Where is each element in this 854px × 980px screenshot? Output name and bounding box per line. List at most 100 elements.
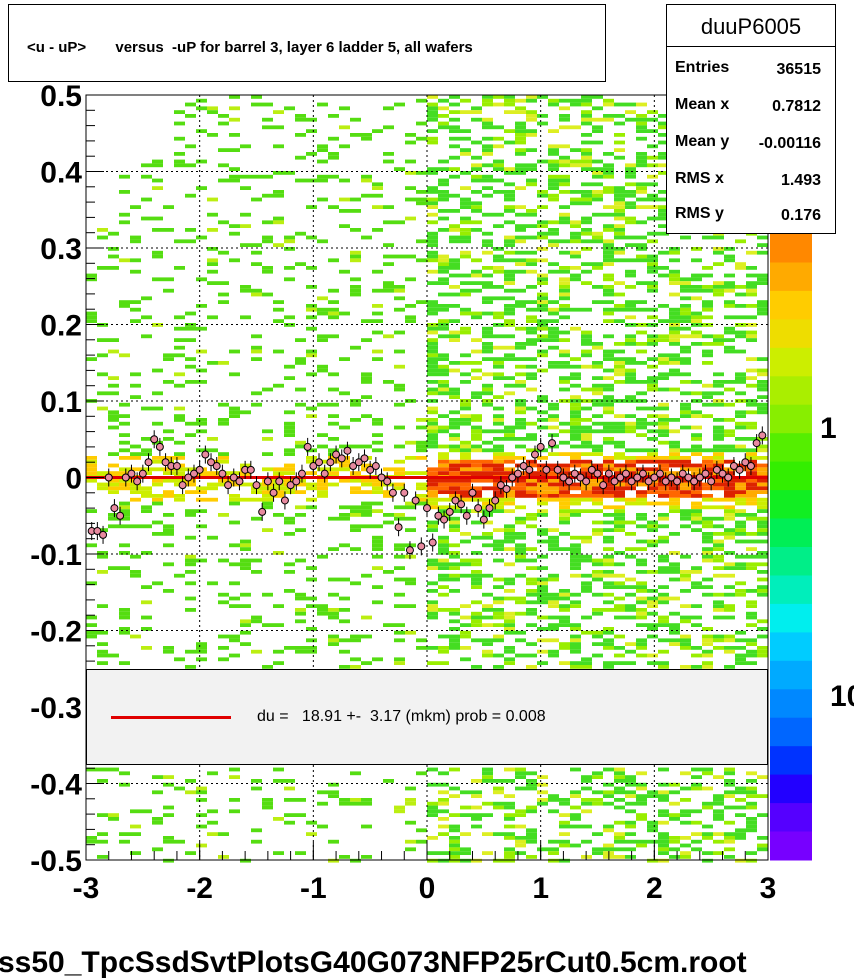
heatmap-cell xyxy=(372,228,383,232)
heatmap-cell xyxy=(416,136,427,141)
heatmap-cell xyxy=(284,820,295,825)
heatmap-cell xyxy=(86,767,97,772)
heatmap-cell xyxy=(658,820,669,825)
heatmap-cell xyxy=(482,767,493,772)
heatmap-cell xyxy=(361,319,372,323)
heatmap-cell xyxy=(218,657,229,662)
profile-marker xyxy=(752,439,761,448)
heatmap-cell xyxy=(702,285,713,289)
x-tick-label: -3 xyxy=(73,872,100,905)
heatmap-cell xyxy=(284,266,295,270)
heatmap-cell xyxy=(757,532,768,536)
heatmap-cell xyxy=(724,505,735,510)
heatmap-cell xyxy=(713,425,724,430)
heatmap-cell xyxy=(262,801,273,806)
heatmap-cell xyxy=(691,581,702,586)
heatmap-cell xyxy=(416,444,427,449)
heatmap-cell xyxy=(449,459,460,464)
profile-marker xyxy=(104,473,113,482)
heatmap-cell xyxy=(680,288,691,293)
heatmap-cell xyxy=(548,406,559,411)
heatmap-cell xyxy=(680,771,691,776)
heatmap-cell xyxy=(713,554,724,559)
heatmap-cell xyxy=(317,611,328,616)
heatmap-cell xyxy=(757,235,768,240)
heatmap-cell xyxy=(185,851,196,855)
heatmap-cell xyxy=(449,554,460,559)
heatmap-cell xyxy=(559,497,570,502)
heatmap-cell xyxy=(449,494,460,498)
heatmap-cell xyxy=(537,95,548,99)
heatmap-cell xyxy=(702,832,713,836)
heatmap-cell xyxy=(471,288,482,293)
heatmap-cell xyxy=(691,604,702,608)
heatmap-cell xyxy=(680,615,691,620)
heatmap-cell xyxy=(427,349,438,354)
heatmap-cell xyxy=(669,444,680,449)
heatmap-cell xyxy=(471,467,482,472)
heatmap-cell xyxy=(702,649,713,654)
heatmap-cell xyxy=(427,269,438,274)
heatmap-cell xyxy=(427,243,438,247)
heatmap-cell xyxy=(460,380,471,384)
heatmap-cell xyxy=(229,174,240,179)
heatmap-cell xyxy=(449,361,460,365)
heatmap-cell xyxy=(284,463,295,468)
profile-marker xyxy=(570,469,579,478)
heatmap-cell xyxy=(438,790,449,795)
heatmap-cell xyxy=(504,102,515,107)
heatmap-cell xyxy=(251,345,262,350)
profile-marker xyxy=(758,431,767,440)
heatmap-cell xyxy=(504,851,515,855)
heatmap-cell xyxy=(537,349,548,354)
heatmap-cell xyxy=(559,353,570,358)
heatmap-cell xyxy=(427,520,438,525)
heatmap-cell xyxy=(394,285,405,289)
heatmap-cell xyxy=(119,220,130,225)
heatmap-cell xyxy=(614,767,625,772)
heatmap-cell xyxy=(163,205,174,209)
heatmap-cell xyxy=(405,577,416,582)
heatmap-cell xyxy=(603,581,614,586)
heatmap-cell xyxy=(460,478,471,483)
heatmap-cell xyxy=(163,494,174,498)
heatmap-cell xyxy=(229,106,240,111)
heatmap-cell xyxy=(152,459,163,464)
heatmap-cell xyxy=(306,820,317,825)
heatmap-cell xyxy=(515,813,526,817)
heatmap-cell xyxy=(603,642,614,646)
heatmap-cell xyxy=(328,136,339,141)
heatmap-cell xyxy=(757,311,768,316)
heatmap-cell xyxy=(537,319,548,323)
heatmap-cell xyxy=(493,247,504,251)
heatmap-cell xyxy=(471,562,482,567)
heatmap-cell xyxy=(185,114,196,118)
heatmap-cell xyxy=(493,444,504,449)
heatmap-cell xyxy=(680,490,691,494)
heatmap-cell xyxy=(471,368,482,373)
heatmap-cell xyxy=(317,444,328,449)
heatmap-cell xyxy=(625,429,636,434)
heatmap-cell xyxy=(482,478,493,483)
heatmap-cell xyxy=(240,174,251,179)
heatmap-cell xyxy=(625,395,636,399)
heatmap-cell xyxy=(537,801,548,806)
profile-marker xyxy=(690,477,699,486)
heatmap-cell xyxy=(504,307,515,312)
heatmap-cell xyxy=(537,585,548,589)
profile-point xyxy=(735,460,744,479)
heatmap-cell xyxy=(559,338,570,342)
heatmap-cell xyxy=(196,429,207,434)
heatmap-cell xyxy=(493,406,504,411)
heatmap-cell xyxy=(647,570,658,574)
heatmap-cell xyxy=(471,805,482,810)
heatmap-cell xyxy=(262,623,273,627)
heatmap-cell xyxy=(526,809,537,814)
heatmap-cell xyxy=(658,570,669,574)
heatmap-cell xyxy=(636,794,647,798)
heatmap-cell xyxy=(152,368,163,373)
heatmap-cell xyxy=(317,338,328,342)
heatmap-cell xyxy=(537,497,548,502)
heatmap-cell xyxy=(570,414,581,418)
heatmap-cell xyxy=(141,490,152,494)
